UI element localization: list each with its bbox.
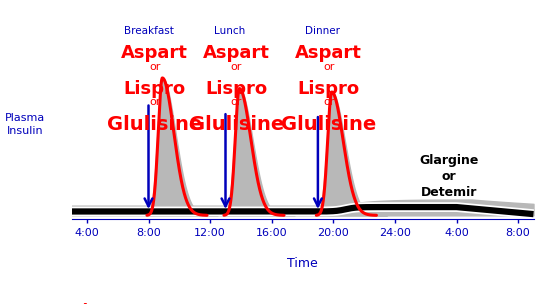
Text: Lunch: Lunch bbox=[214, 26, 246, 36]
Text: Lispro: Lispro bbox=[298, 80, 360, 98]
Text: Time: Time bbox=[287, 257, 318, 270]
Text: Aspart: Aspart bbox=[121, 44, 188, 63]
Text: Breakfast: Breakfast bbox=[124, 26, 173, 36]
Text: or: or bbox=[323, 97, 334, 107]
Text: Glargine
or
Detemir: Glargine or Detemir bbox=[419, 154, 478, 199]
Text: Aspart: Aspart bbox=[295, 44, 362, 63]
Text: or: or bbox=[323, 62, 334, 72]
Text: Glulisine: Glulisine bbox=[281, 115, 376, 134]
Text: or: or bbox=[230, 97, 242, 107]
Text: or: or bbox=[149, 62, 161, 72]
Text: Aspart: Aspart bbox=[203, 44, 270, 63]
Text: or: or bbox=[149, 97, 161, 107]
Text: Plasma
Insulin: Plasma Insulin bbox=[5, 113, 46, 136]
Text: or: or bbox=[230, 62, 242, 72]
Text: Lispro: Lispro bbox=[124, 80, 186, 98]
Text: Glulisine: Glulisine bbox=[189, 115, 284, 134]
Text: Glulisine: Glulisine bbox=[107, 115, 202, 134]
Text: Dinner: Dinner bbox=[305, 26, 340, 36]
Text: Lispro: Lispro bbox=[205, 80, 267, 98]
